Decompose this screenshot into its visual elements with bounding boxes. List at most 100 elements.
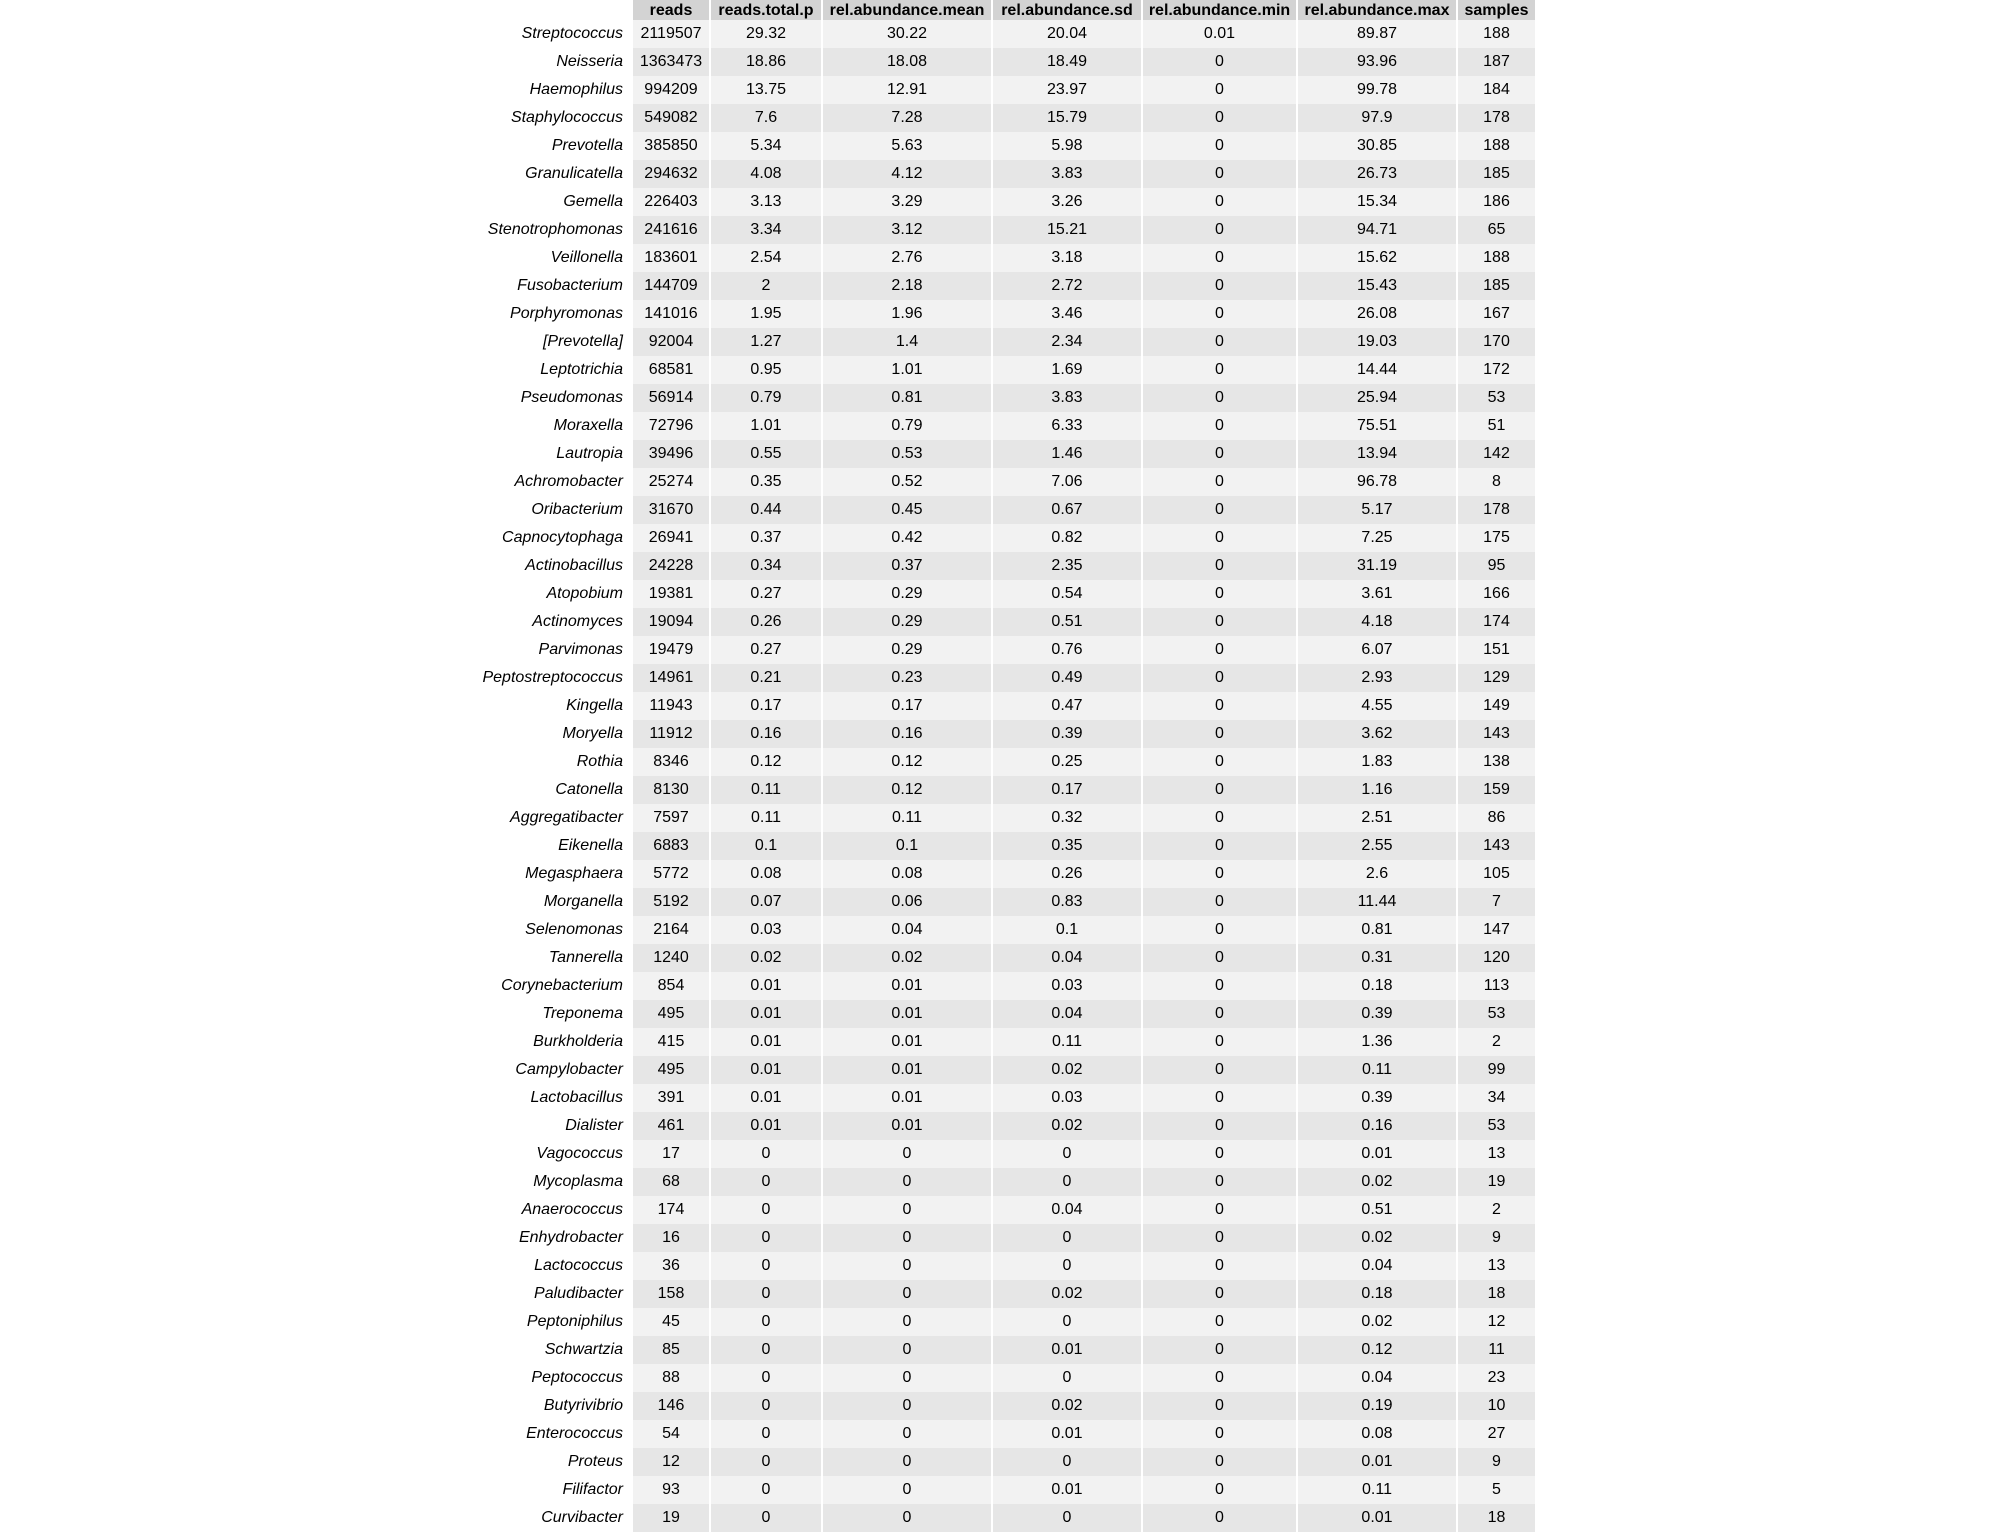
cell-reads: 11943 [631,692,710,720]
row-label-genus: Corynebacterium [0,972,632,1000]
cell-reads: 294632 [631,160,710,188]
row-label-genus: Dialister [0,1112,632,1140]
cell-samples: 53 [1456,384,1535,412]
cell-samples: 166 [1456,580,1535,608]
cell-rel-abundance-max: 15.34 [1296,188,1457,216]
cell-samples: 18 [1456,1504,1535,1532]
cell-rel-abundance-mean: 0.79 [821,412,992,440]
cell-reads-total-p: 0 [709,1392,822,1420]
cell-rel-abundance-min: 0 [1141,160,1297,188]
table-row: Neisseria 1363473 18.86 18.08 18.49 0 93.96 187 [0,48,1535,76]
cell-rel-abundance-max: 75.51 [1296,412,1457,440]
row-label-genus: Morganella [0,888,632,916]
header-corner [0,0,632,20]
cell-reads-total-p: 0 [709,1280,822,1308]
table-row: Staphylococcus 549082 7.6 7.28 15.79 0 97.9 178 [0,104,1535,132]
table-row: Lactobacillus 391 0.01 0.01 0.03 0 0.39 34 [0,1084,1535,1112]
cell-reads-total-p: 0.34 [709,552,822,580]
cell-rel-abundance-sd: 0.02 [991,1392,1142,1420]
cell-rel-abundance-max: 2.93 [1296,664,1457,692]
cell-reads-total-p: 0 [709,1308,822,1336]
cell-samples: 9 [1456,1224,1535,1252]
cell-reads-total-p: 0.12 [709,748,822,776]
cell-rel-abundance-sd: 15.79 [991,104,1142,132]
cell-rel-abundance-max: 11.44 [1296,888,1457,916]
cell-rel-abundance-max: 3.61 [1296,580,1457,608]
cell-reads: 54 [631,1420,710,1448]
cell-rel-abundance-mean: 18.08 [821,48,992,76]
cell-samples: 185 [1456,160,1535,188]
table-row: Butyrivibrio 146 0 0 0.02 0 0.19 10 [0,1392,1535,1420]
cell-rel-abundance-mean: 0.29 [821,580,992,608]
cell-rel-abundance-min: 0 [1141,1280,1297,1308]
cell-rel-abundance-sd: 0.11 [991,1028,1142,1056]
cell-rel-abundance-sd: 15.21 [991,216,1142,244]
cell-samples: 170 [1456,328,1535,356]
cell-rel-abundance-sd: 5.98 [991,132,1142,160]
cell-reads-total-p: 0 [709,1140,822,1168]
cell-rel-abundance-mean: 0 [821,1364,992,1392]
row-label-genus: Eikenella [0,832,632,860]
table-row: Megasphaera 5772 0.08 0.08 0.26 0 2.6 105 [0,860,1535,888]
cell-reads: 141016 [631,300,710,328]
cell-rel-abundance-min: 0 [1141,1084,1297,1112]
row-label-genus: Leptotrichia [0,356,632,384]
cell-rel-abundance-min: 0 [1141,1112,1297,1140]
table-row: Peptoniphilus 45 0 0 0 0 0.02 12 [0,1308,1535,1336]
cell-reads-total-p: 0 [709,1476,822,1504]
table-row: Curvibacter 19 0 0 0 0 0.01 18 [0,1504,1535,1532]
table-row: Leptotrichia 68581 0.95 1.01 1.69 0 14.44 172 [0,356,1535,384]
cell-rel-abundance-max: 96.78 [1296,468,1457,496]
cell-reads: 11912 [631,720,710,748]
cell-reads-total-p: 0.02 [709,944,822,972]
cell-samples: 7 [1456,888,1535,916]
table-row: Mycoplasma 68 0 0 0 0 0.02 19 [0,1168,1535,1196]
cell-rel-abundance-min: 0 [1141,832,1297,860]
row-label-genus: Rothia [0,748,632,776]
header-rel-abundance-min: rel.abundance.min [1141,0,1297,20]
row-label-genus: Streptococcus [0,20,632,48]
cell-rel-abundance-mean: 0.11 [821,804,992,832]
row-label-genus: Granulicatella [0,160,632,188]
cell-rel-abundance-sd: 3.26 [991,188,1142,216]
cell-samples: 167 [1456,300,1535,328]
cell-reads: 31670 [631,496,710,524]
cell-reads: 12 [631,1448,710,1476]
cell-rel-abundance-mean: 2.76 [821,244,992,272]
table-row: Burkholderia 415 0.01 0.01 0.11 0 1.36 2 [0,1028,1535,1056]
table-row: Atopobium 19381 0.27 0.29 0.54 0 3.61 166 [0,580,1535,608]
cell-rel-abundance-min: 0 [1141,608,1297,636]
cell-reads: 39496 [631,440,710,468]
cell-rel-abundance-mean: 0.53 [821,440,992,468]
cell-rel-abundance-max: 0.04 [1296,1252,1457,1280]
cell-rel-abundance-sd: 0.76 [991,636,1142,664]
table-row: Peptostreptococcus 14961 0.21 0.23 0.49 0 2.93… [0,664,1535,692]
cell-rel-abundance-sd: 2.34 [991,328,1142,356]
table-row: Capnocytophaga 26941 0.37 0.42 0.82 0 7.25 175 [0,524,1535,552]
row-label-genus: Lactobacillus [0,1084,632,1112]
row-label-genus: Schwartzia [0,1336,632,1364]
cell-reads-total-p: 0.21 [709,664,822,692]
cell-rel-abundance-max: 97.9 [1296,104,1457,132]
cell-reads: 854 [631,972,710,1000]
cell-rel-abundance-max: 14.44 [1296,356,1457,384]
cell-samples: 8 [1456,468,1535,496]
header-rel-abundance-sd: rel.abundance.sd [991,0,1142,20]
table-row: Schwartzia 85 0 0 0.01 0 0.12 11 [0,1336,1535,1364]
cell-reads: 19381 [631,580,710,608]
cell-rel-abundance-min: 0 [1141,524,1297,552]
cell-rel-abundance-sd: 0.49 [991,664,1142,692]
cell-rel-abundance-mean: 12.91 [821,76,992,104]
cell-rel-abundance-mean: 0.45 [821,496,992,524]
cell-samples: 147 [1456,916,1535,944]
cell-reads-total-p: 0.79 [709,384,822,412]
cell-reads-total-p: 2 [709,272,822,300]
cell-rel-abundance-mean: 1.01 [821,356,992,384]
cell-rel-abundance-min: 0 [1141,76,1297,104]
row-label-genus: Catonella [0,776,632,804]
cell-rel-abundance-mean: 4.12 [821,160,992,188]
row-label-genus: Treponema [0,1000,632,1028]
cell-rel-abundance-max: 1.83 [1296,748,1457,776]
cell-reads-total-p: 0.08 [709,860,822,888]
cell-rel-abundance-mean: 0.29 [821,608,992,636]
